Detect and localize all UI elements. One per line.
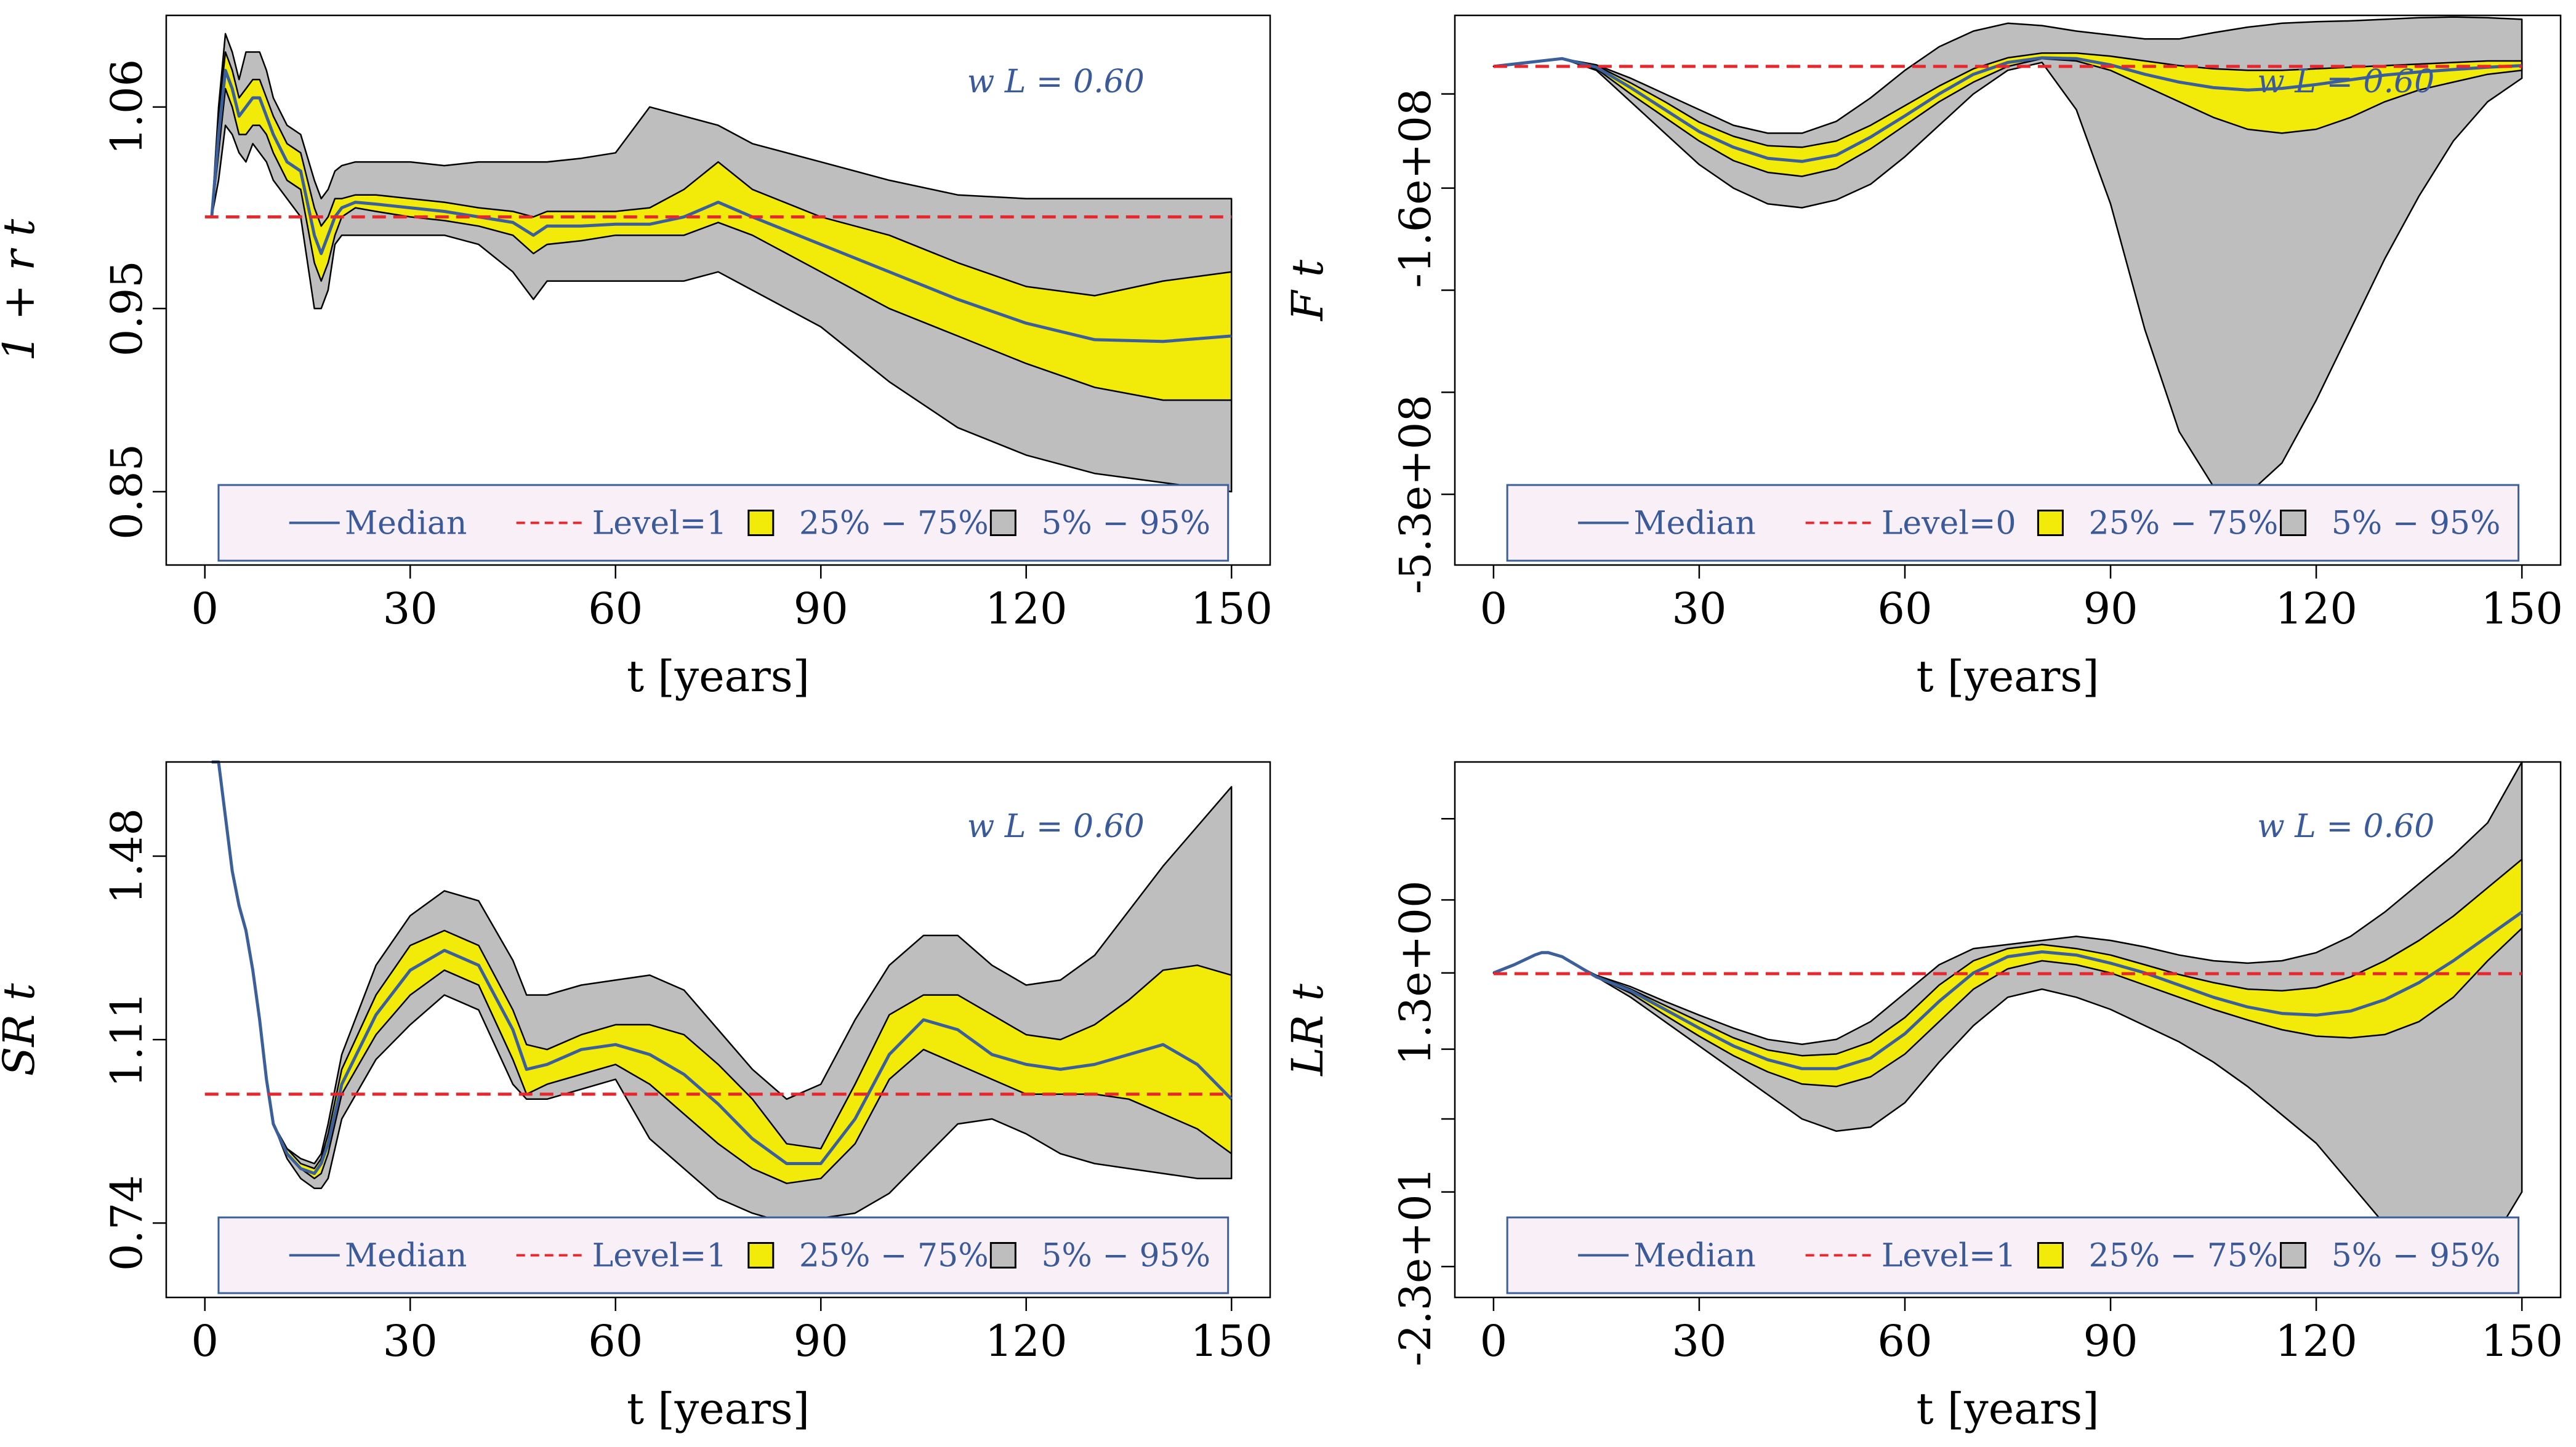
legend-25-75-label: 25% − 75%	[799, 1238, 989, 1275]
legend-5-95-label: 5% − 95%	[2332, 1238, 2501, 1275]
median-line	[1493, 56, 2522, 163]
x-tick-label: 150	[1190, 583, 1273, 634]
panel-2: 0 30 60 90 120 150 t [years] -5.3e+08 -1.6e+08 F …	[1282, 14, 2563, 702]
band-25-75	[1492, 858, 2523, 1088]
panel-1: 0 30 60 90 120 150 t [years] 0.85 0.95 1.06 1 + r …	[0, 14, 1273, 702]
legend-median-label: Median	[345, 505, 467, 542]
legend-5-95-swatch	[989, 510, 1016, 536]
legend-25-75-label: 25% − 75%	[2089, 1238, 2279, 1275]
y-tick-label: 0.95	[102, 260, 152, 356]
x-tick-label: 150	[2481, 583, 2563, 634]
x-axis-title: t [years]	[1916, 1384, 2099, 1434]
y-tick-label: 1.06	[102, 59, 152, 155]
y-axis-title: F t	[1282, 259, 1333, 322]
wl-annotation: w L = 0.60	[967, 808, 1145, 845]
y-tick-label: -2.3e+01	[1390, 1167, 1441, 1366]
legend-box	[1506, 484, 2520, 562]
legend-5-95-swatch	[989, 1242, 1016, 1269]
x-tick-label: 90	[794, 583, 848, 634]
x-tick-label: 30	[1672, 1316, 1726, 1366]
legend-25-75-label: 25% − 75%	[799, 505, 989, 542]
legend-box	[217, 1216, 1230, 1294]
legend-25-75-swatch	[2037, 1242, 2064, 1269]
x-axis-title: t [years]	[627, 651, 810, 702]
x-tick-label: 120	[985, 583, 1068, 634]
legend: Median Level=1 25% − 75% 5% − 95%	[217, 484, 1230, 562]
x-tick-label: 0	[1480, 1316, 1508, 1366]
plot-frame	[1454, 761, 2562, 1299]
panel-4: 0 30 60 90 120 150 t [years] -2.3e+01 1.3e+00 LR …	[1282, 761, 2563, 1434]
panel-3: 0 30 60 90 120 150 t [years] 0.74 1.11 1.48 SR t w …	[0, 760, 1273, 1434]
y-axis-title: LR t	[1282, 983, 1333, 1076]
x-tick-label: 0	[191, 583, 219, 634]
y-tick-label: 0.74	[102, 1175, 152, 1271]
legend-level-label: Level=1	[1882, 1238, 2016, 1275]
x-tick-label: 90	[794, 1316, 848, 1366]
legend: Median Level=1 25% − 75% 5% − 95%	[217, 1216, 1230, 1294]
band-5-95	[211, 33, 1233, 493]
legend: Median Level=0 25% − 75% 5% − 95%	[1506, 484, 2520, 562]
legend-median-label: Median	[1633, 1238, 1755, 1275]
x-tick-label: 120	[985, 1316, 1068, 1366]
plot-frame	[165, 761, 1271, 1299]
x-tick-label: 60	[1877, 583, 1932, 634]
x-tick-label: 30	[383, 583, 438, 634]
median-line	[1492, 910, 2523, 1070]
wl-annotation: w L = 0.60	[967, 63, 1145, 100]
x-tick-label: 0	[191, 1316, 219, 1366]
x-tick-label: 150	[1190, 1316, 1273, 1366]
x-tick-label: 60	[588, 583, 643, 634]
median-line	[211, 760, 1233, 1176]
legend-5-95-label: 5% − 95%	[1041, 505, 1210, 542]
legend-median-label: Median	[345, 1238, 467, 1275]
x-axis-title: t [years]	[1916, 651, 2099, 702]
legend-5-95-swatch	[2280, 1242, 2307, 1269]
legend-25-75-swatch	[747, 510, 775, 536]
legend-25-75-swatch	[2037, 510, 2064, 536]
x-tick-label: 120	[2275, 1316, 2357, 1366]
y-tick-label: 1.3e+00	[1390, 880, 1441, 1065]
x-tick-label: 120	[2275, 583, 2357, 634]
plot-frame	[165, 14, 1271, 566]
x-tick-label: 60	[588, 1316, 643, 1366]
y-axis-title: SR t	[0, 983, 44, 1076]
x-tick-label: 90	[2083, 1316, 2138, 1366]
x-tick-label: 30	[1672, 583, 1726, 634]
band-25-75	[211, 761, 1233, 1184]
legend-median-label: Median	[1633, 505, 1755, 542]
x-tick-label: 60	[1877, 1316, 1932, 1366]
y-tick-label: -5.3e+08	[1390, 395, 1441, 594]
x-axis-title: t [years]	[627, 1384, 810, 1434]
x-tick-label: 150	[2481, 1316, 2563, 1366]
legend: Median Level=1 25% − 75% 5% − 95%	[1506, 1216, 2520, 1294]
median-line	[210, 68, 1232, 343]
y-tick-label: 0.85	[102, 444, 152, 540]
legend-5-95-label: 5% − 95%	[1041, 1238, 1210, 1275]
legend-5-95-label: 5% − 95%	[2332, 505, 2501, 542]
legend-level-label: Level=1	[592, 505, 727, 542]
legend-level-label: Level=0	[1882, 505, 2016, 542]
legend-5-95-swatch	[2280, 510, 2307, 536]
y-tick-label: -1.6e+08	[1390, 89, 1441, 288]
wl-annotation: w L = 0.60	[2257, 63, 2434, 100]
y-tick-label: 1.11	[102, 992, 152, 1088]
band-5-95	[1492, 16, 2523, 495]
legend-25-75-label: 25% − 75%	[2089, 505, 2279, 542]
x-tick-label: 90	[2083, 583, 2138, 634]
legend-box	[1506, 1216, 2520, 1294]
wl-annotation: w L = 0.60	[2257, 808, 2434, 845]
legend-level-label: Level=1	[592, 1238, 727, 1275]
legend-25-75-swatch	[747, 1242, 775, 1269]
x-tick-label: 30	[383, 1316, 438, 1366]
x-tick-label: 0	[1480, 583, 1508, 634]
y-tick-label: 1.48	[102, 808, 152, 904]
y-axis-title: 1 + r t	[0, 218, 44, 361]
legend-box	[217, 484, 1230, 562]
